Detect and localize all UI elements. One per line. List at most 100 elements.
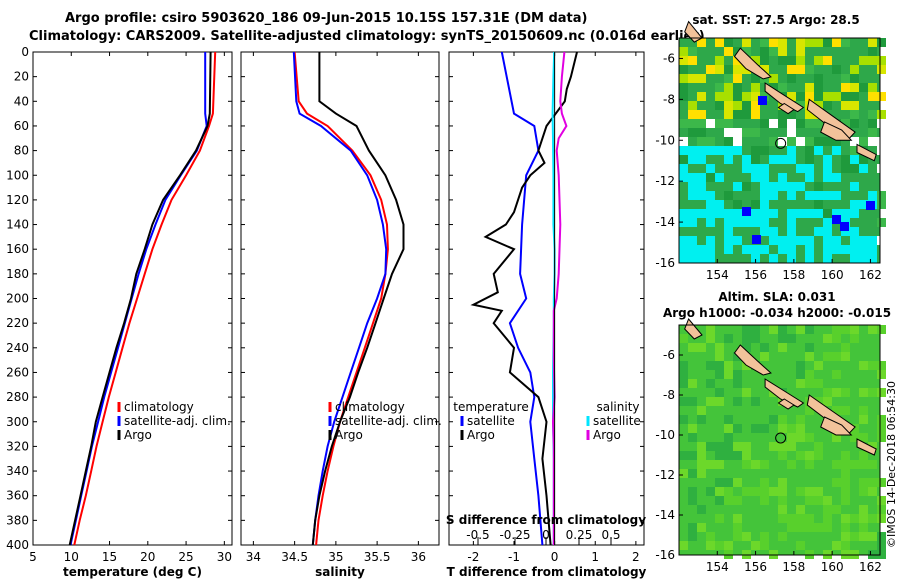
legend-header-temperature: temperature bbox=[453, 400, 528, 414]
map-cell bbox=[859, 451, 868, 460]
map-cell bbox=[877, 478, 886, 487]
map-cell bbox=[841, 451, 850, 460]
map-cell bbox=[688, 496, 697, 505]
y-tick-label: 340 bbox=[6, 464, 29, 478]
map-cell bbox=[859, 200, 868, 209]
map-cell bbox=[733, 236, 742, 245]
map-cell bbox=[823, 227, 832, 236]
series-t-satellite bbox=[500, 51, 544, 546]
map-cell bbox=[877, 137, 886, 146]
map-cell bbox=[805, 352, 814, 361]
map-cell bbox=[733, 146, 742, 155]
map-cell bbox=[769, 227, 778, 236]
map-cell bbox=[877, 65, 886, 74]
map-cell bbox=[814, 523, 823, 532]
map-cell bbox=[760, 47, 769, 56]
series-argo bbox=[68, 51, 212, 546]
map-cell bbox=[715, 343, 724, 352]
figure-title-line2: Climatology: CARS2009. Satellite-adjuste… bbox=[29, 29, 705, 44]
map-cell bbox=[814, 182, 823, 191]
map-cell bbox=[769, 254, 778, 263]
map-cell bbox=[724, 478, 733, 487]
map-cell bbox=[715, 397, 724, 406]
y-tick-label: 200 bbox=[6, 292, 29, 306]
island bbox=[820, 416, 853, 436]
map-cell bbox=[859, 236, 868, 245]
map-cell bbox=[832, 92, 841, 101]
map-cell bbox=[841, 487, 850, 496]
map-cell bbox=[769, 74, 778, 83]
map-y-tick-label: -10 bbox=[655, 133, 675, 147]
map-cell bbox=[742, 487, 751, 496]
map-x-tick-label: 162 bbox=[859, 560, 882, 574]
map-cell bbox=[733, 56, 742, 65]
map-cell bbox=[688, 56, 697, 65]
map-cell bbox=[688, 182, 697, 191]
map-cell bbox=[832, 236, 841, 245]
map-cell bbox=[850, 155, 859, 164]
x-axis-label: salinity bbox=[315, 565, 365, 579]
map-cell bbox=[769, 236, 778, 245]
map-cell bbox=[724, 110, 733, 119]
map-cell bbox=[805, 496, 814, 505]
map-cell bbox=[859, 523, 868, 532]
map-cell bbox=[733, 523, 742, 532]
map-cell bbox=[832, 334, 841, 343]
map-cell bbox=[679, 173, 688, 182]
map-cell bbox=[841, 343, 850, 352]
map-cell bbox=[742, 38, 751, 47]
map-cell bbox=[787, 191, 796, 200]
map-cell bbox=[733, 200, 742, 209]
map-cell bbox=[760, 56, 769, 65]
map-cell-blue bbox=[866, 201, 875, 210]
map-cell bbox=[877, 505, 886, 514]
map-cell bbox=[742, 164, 751, 173]
x-tick-label: 30 bbox=[217, 550, 232, 564]
map-cell bbox=[751, 334, 760, 343]
x-tick-label: 2 bbox=[632, 550, 640, 564]
map-y-tick-label: -8 bbox=[663, 388, 675, 402]
y-tick-label: 140 bbox=[6, 218, 29, 232]
legend-label: satellite-adj. clim. bbox=[124, 414, 231, 428]
map-cell bbox=[832, 541, 841, 550]
map-cell bbox=[679, 379, 688, 388]
map-cell bbox=[850, 182, 859, 191]
map-cell bbox=[787, 424, 796, 433]
sla-map-panel: -6 -8 -10 -12 -14 -16 154 156 158 160 162 Altim. SL… bbox=[655, 290, 891, 574]
map-cell bbox=[823, 173, 832, 182]
map-cell bbox=[877, 92, 886, 101]
map-cell bbox=[805, 65, 814, 74]
map-cell bbox=[832, 478, 841, 487]
map-cell bbox=[715, 101, 724, 110]
island bbox=[733, 344, 772, 376]
map-cell bbox=[859, 137, 868, 146]
x-tick-label: 35 bbox=[328, 550, 343, 564]
map-cell bbox=[769, 209, 778, 218]
island bbox=[684, 318, 703, 340]
y-tick-label: 80 bbox=[14, 144, 29, 158]
map-cell bbox=[859, 478, 868, 487]
map-cell bbox=[760, 424, 769, 433]
map-cell bbox=[724, 236, 733, 245]
map-cell bbox=[805, 191, 814, 200]
y-tick-label: 100 bbox=[6, 168, 29, 182]
map-cell bbox=[724, 245, 733, 254]
map-cell bbox=[724, 191, 733, 200]
map-cell bbox=[832, 352, 841, 361]
map-cell bbox=[706, 236, 715, 245]
map-cell bbox=[724, 146, 733, 155]
map-cell bbox=[805, 164, 814, 173]
map-cell bbox=[796, 514, 805, 523]
map-cell bbox=[859, 254, 868, 263]
map-cell bbox=[715, 478, 724, 487]
map-cell bbox=[805, 83, 814, 92]
map-cell bbox=[679, 361, 688, 370]
map-cell bbox=[841, 478, 850, 487]
map-cell bbox=[832, 370, 841, 379]
map-cell bbox=[805, 173, 814, 182]
map-cell bbox=[877, 550, 886, 559]
map-cell bbox=[688, 236, 697, 245]
map-cell bbox=[805, 209, 814, 218]
map-cell bbox=[715, 487, 724, 496]
map-cell bbox=[697, 523, 706, 532]
